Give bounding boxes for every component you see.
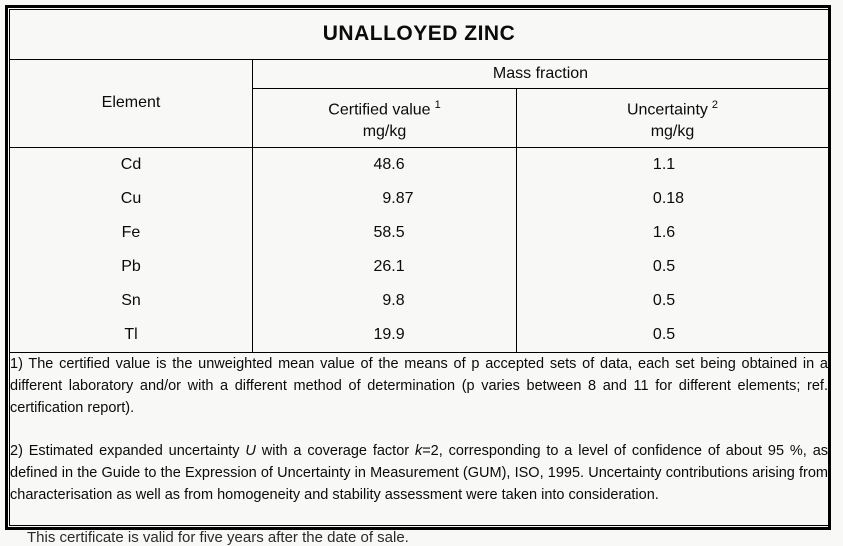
table-footer-body: 1) The certified value is the unweighted…: [9, 351, 829, 527]
uncertainty-footnote-ref: 2: [711, 98, 719, 111]
footnote-2-italic-symbol: U: [245, 442, 256, 459]
element-cell: Cd: [9, 147, 253, 182]
uncertainty-cell: 1.6: [516, 215, 829, 250]
footnote-2: 2) Estimated expanded uncertainty U with…: [10, 440, 828, 506]
uncertainty-cell: 1.1: [516, 147, 829, 182]
certified-value-unit: mg/kg: [362, 123, 407, 141]
uncertainty-cell: 0.5: [516, 318, 829, 353]
certified-value-footnote-ref: 1: [434, 98, 441, 111]
uncertainty-cell: 0.5: [516, 249, 829, 284]
footnote-2-text-segment: 2) Estimated expanded uncertainty: [10, 442, 246, 459]
uncertainty-cell: 0.5: [516, 283, 829, 319]
certified-value-cell: 58.5: [252, 215, 517, 250]
title-row: UNALLOYED ZINC: [9, 9, 829, 60]
uncertainty-label-line: Uncertainty 2: [517, 94, 828, 121]
table-body: Cd 48.6 1.1 Cu 9.87 0.18 Fe 58.5 1.6 Pb 26.1 0.5 Sn 9…: [9, 147, 829, 353]
table-row: Cd 48.6 1.1: [9, 147, 829, 182]
table-row: Fe 58.5 1.6: [9, 215, 829, 250]
table-row: Tl 19.9 0.5: [9, 318, 829, 353]
footnote-2-text-segment: =2, corresponding to a level of confiden…: [10, 442, 829, 503]
uncertainty-unit: mg/kg: [650, 123, 695, 141]
footnote-2-italic-symbol: k: [414, 442, 423, 459]
certified-value-cell: 48.6: [252, 147, 517, 182]
table-row: Pb 26.1 0.5: [9, 249, 829, 284]
element-cell: Pb: [9, 249, 253, 284]
uncertainty-label: Uncertainty: [626, 101, 708, 119]
element-cell: Sn: [9, 283, 253, 319]
table-row: Cu 9.87 0.18: [9, 181, 829, 216]
header-row-2: Certified value 1 mg/kg Uncertainty 2 mg/k…: [10, 88, 829, 149]
footnotes-row: 1) The certified value is the unweighted…: [9, 351, 829, 527]
cutoff-text: This certificate is valid for five years…: [27, 529, 409, 546]
element-cell: Fe: [9, 215, 253, 250]
footnote-2-text-segment: with a coverage factor: [255, 442, 415, 459]
page-title: UNALLOYED ZINC: [9, 9, 829, 60]
certificate-table: UNALLOYED ZINC Element Mass fraction Cer…: [9, 9, 829, 527]
column-header-uncertainty: Uncertainty 2 mg/kg: [516, 88, 829, 149]
footnote-1: 1) The certified value is the unweighted…: [10, 355, 828, 416]
header-row-1: Element Mass fraction: [9, 58, 829, 149]
certified-value-cell: 19.9: [252, 318, 517, 353]
footnotes-cell: 1) The certified value is the unweighted…: [9, 351, 829, 527]
element-cell: Tl: [9, 318, 253, 353]
certified-value-label-line: Certified value 1: [253, 94, 516, 121]
column-header-certified-value: Certified value 1 mg/kg: [252, 88, 517, 149]
element-cell: Cu: [9, 181, 253, 216]
certified-value-cell: 9.87: [252, 181, 517, 216]
certified-value-cell: 9.8: [252, 283, 517, 319]
certified-value-cell: 26.1: [252, 249, 517, 284]
certified-value-label: Certified value: [328, 101, 431, 119]
table-row: Sn 9.8 0.5: [9, 283, 829, 319]
column-group-header-mass-fraction: Mass fraction: [252, 58, 829, 90]
certificate-table-frame: UNALLOYED ZINC Element Mass fraction Cer…: [5, 5, 831, 530]
table-header-body: UNALLOYED ZINC Element Mass fraction Cer…: [9, 9, 829, 149]
uncertainty-cell: 0.18: [516, 181, 829, 216]
column-header-element: Element: [9, 58, 253, 149]
